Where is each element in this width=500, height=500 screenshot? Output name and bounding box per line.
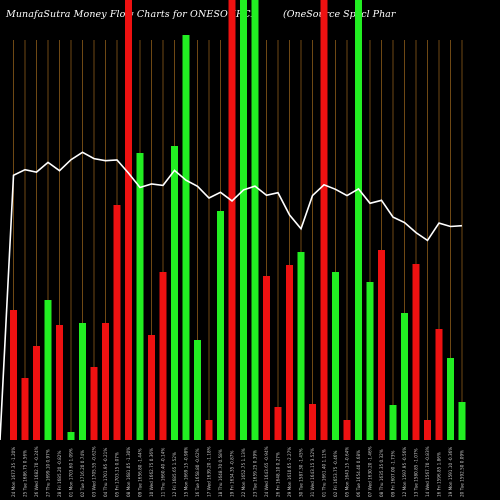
money-flow-bar — [274, 407, 282, 440]
x-tick-label: 12 Mon 1597.95 -0.56% — [402, 447, 407, 497]
money-flow-bar — [33, 346, 40, 440]
x-tick-label: 23 Tue 1659.25 0.39% — [253, 450, 258, 497]
money-flow-bar — [412, 264, 420, 440]
x-tick-label: 20 Tue 1592.50 0.09% — [460, 450, 465, 497]
x-tick-label: 19 Mon 1591.10 -0.36% — [448, 447, 453, 497]
x-tick-label: 08 Thu 1635.35 0.32% — [379, 449, 384, 497]
x-tick-label: 12 Fri 1685.65 1.52% — [172, 452, 177, 497]
money-flow-bar — [182, 35, 190, 440]
x-tick-label: 15 Mon 1669.15 -0.98% — [184, 447, 189, 497]
money-flow-bar — [297, 252, 305, 440]
chart-subtitle: (OneSource Specl Phar — [283, 9, 396, 20]
x-tick-label: 07 Wed 1630.20 -1.46% — [368, 446, 373, 497]
money-flow-bar — [389, 405, 397, 440]
x-tick-label: 14 Wed 1567.70 -0.83% — [425, 446, 430, 497]
x-tick-label: 16 Fri 1596.85 1.86% — [437, 452, 442, 497]
x-tick-label: 09 Tue 1656.80 -1.44% — [138, 448, 143, 497]
price-line — [0, 151, 463, 441]
money-flow-bar — [366, 282, 374, 440]
x-tick-label: 03 Wed 1705.55 -0.62% — [92, 446, 97, 497]
money-flow-bar — [159, 272, 167, 440]
money-flow-bar — [447, 358, 454, 440]
x-tick-label: 11 Thu 1660.40 -0.14% — [161, 448, 166, 497]
x-tick-label: 02 Tue 1716.20 0.74% — [80, 450, 85, 497]
x-tick-label: 13 Tue 1580.85 -1.07% — [414, 448, 419, 497]
x-tick-label: 24 Wed 1643.65 -0.94% — [264, 446, 269, 497]
money-flow-bar — [67, 432, 75, 440]
money-flow-bar — [56, 325, 63, 440]
money-flow-bar — [217, 211, 224, 440]
money-flow-bar — [125, 0, 132, 440]
money-flow-bar — [102, 323, 109, 440]
money-flow-bar — [240, 0, 247, 440]
money-flow-bar — [171, 146, 178, 440]
x-tick-label: 08 Mon 1681.05 -1.30% — [126, 447, 131, 497]
money-flow-bar — [263, 276, 270, 440]
x-tick-label: 18 Thu 1648.70 0.58% — [218, 449, 223, 497]
money-flow-bar — [113, 205, 121, 440]
x-tick-label: 04 Thu 1701.95 -0.21% — [103, 448, 108, 497]
money-flow-bar — [424, 420, 431, 440]
money-flow-bar — [378, 250, 385, 440]
money-flow-bar — [44, 300, 52, 440]
money-flow-bar — [10, 310, 17, 440]
money-flow-bar — [21, 378, 29, 440]
money-flow-bar — [251, 0, 259, 440]
money-flow-bar — [136, 153, 144, 440]
money-flow-bar — [309, 404, 316, 440]
x-tick-label: 30 Tue 1587.30 -1.45% — [299, 448, 304, 497]
x-tick-label: 09 Fri 1607.00 -1.73% — [391, 451, 396, 497]
x-tick-label: 02 Fri 1653.75 -0.46% — [333, 451, 338, 497]
money-flow-bar — [355, 0, 362, 440]
x-tick-label: 06 Tue 1654.40 0.68% — [356, 450, 361, 497]
x-tick-label: 25 Tue 1686.75 0.56% — [23, 450, 28, 497]
x-tick-label: 05 Mon 1643.15 -0.64% — [345, 447, 350, 497]
x-tick-label: 26 Wed 1682.70 -0.24% — [34, 446, 39, 497]
x-tick-label: 22 Mon 1652.75 1.13% — [241, 448, 246, 497]
x-tick-label: 27 Thu 1699.10 0.97% — [46, 449, 51, 497]
money-flow-bar — [401, 313, 408, 440]
x-tick-label: 16 Tue 1658.80 -0.62% — [195, 448, 200, 497]
money-flow-bar — [343, 420, 351, 440]
x-tick-label: 24 Mon 1677.35 -1.20% — [11, 447, 16, 497]
money-flow-bar — [148, 335, 155, 440]
money-flow-bar — [458, 402, 466, 440]
x-tick-label: 01 Mon 1703.60 1.09% — [69, 448, 74, 497]
x-tick-label: 05 Fri 1703.15 0.07% — [115, 452, 120, 497]
money-flow-bar — [79, 323, 86, 440]
x-tick-label: 10 Wed 1662.75 0.36% — [149, 448, 154, 497]
x-tick-label: 01 Thu 1661.40 1.11% — [322, 449, 327, 497]
x-tick-label: 29 Mon 1610.65 -2.27% — [287, 447, 292, 497]
money-flow-bar — [228, 0, 236, 440]
money-flow-bar — [90, 367, 98, 440]
money-flow-bar — [320, 0, 328, 440]
money-flow-bar — [332, 272, 339, 440]
money-flow-bar — [435, 329, 443, 440]
x-tick-label: 19 Fri 1634.35 -0.87% — [230, 451, 235, 497]
money-flow-bar — [205, 420, 213, 440]
money-flow-bar — [194, 340, 201, 440]
x-tick-label: 17 Wed 1639.20 -1.18% — [207, 446, 212, 497]
money-flow-bar — [286, 265, 293, 440]
x-tick-label: 28 Fri 1685.20 -0.82% — [57, 451, 62, 497]
x-tick-label: 26 Fri 1648.10 0.27% — [276, 452, 281, 497]
x-tick-label: 31 Wed 1643.15 3.52% — [310, 448, 315, 497]
